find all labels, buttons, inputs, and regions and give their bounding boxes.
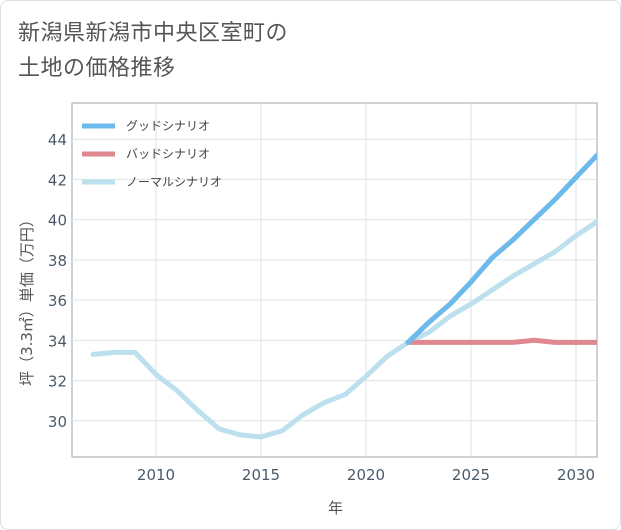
- x-tick-label: 2020: [347, 466, 385, 484]
- y-tick-label: 30: [48, 413, 67, 431]
- y-tick-label: 40: [48, 212, 67, 230]
- x-tick-label: 2025: [452, 466, 490, 484]
- x-axis-label: 年: [328, 499, 343, 517]
- chart-title: 新潟県新潟市中央区室町の 土地の価格推移: [18, 16, 288, 86]
- legend-label-2: ノーマルシナリオ: [126, 175, 222, 189]
- legend-label-1: バッドシナリオ: [126, 147, 210, 161]
- series-line-2: [90, 219, 597, 440]
- x-tick-label: 2010: [137, 466, 175, 484]
- y-axis-label: 坪（3.3㎡）単価（万円）: [18, 212, 36, 386]
- y-tick-label: 32: [48, 373, 67, 391]
- legend-label-0: グッドシナリオ: [126, 119, 210, 133]
- series-line-1: [405, 337, 597, 345]
- chart-title-line1: 新潟県新潟市中央区室町の: [18, 21, 289, 46]
- y-tick-label: 38: [48, 252, 67, 270]
- chart-title-line2: 土地の価格推移: [18, 56, 176, 81]
- y-tick-label: 44: [48, 131, 67, 149]
- y-tick-label: 34: [48, 332, 67, 350]
- series-line-0: [405, 152, 597, 345]
- y-tick-label: 42: [48, 171, 67, 189]
- x-tick-label: 2030: [557, 466, 595, 484]
- y-tick-label: 36: [48, 292, 67, 310]
- x-tick-label: 2015: [242, 466, 280, 484]
